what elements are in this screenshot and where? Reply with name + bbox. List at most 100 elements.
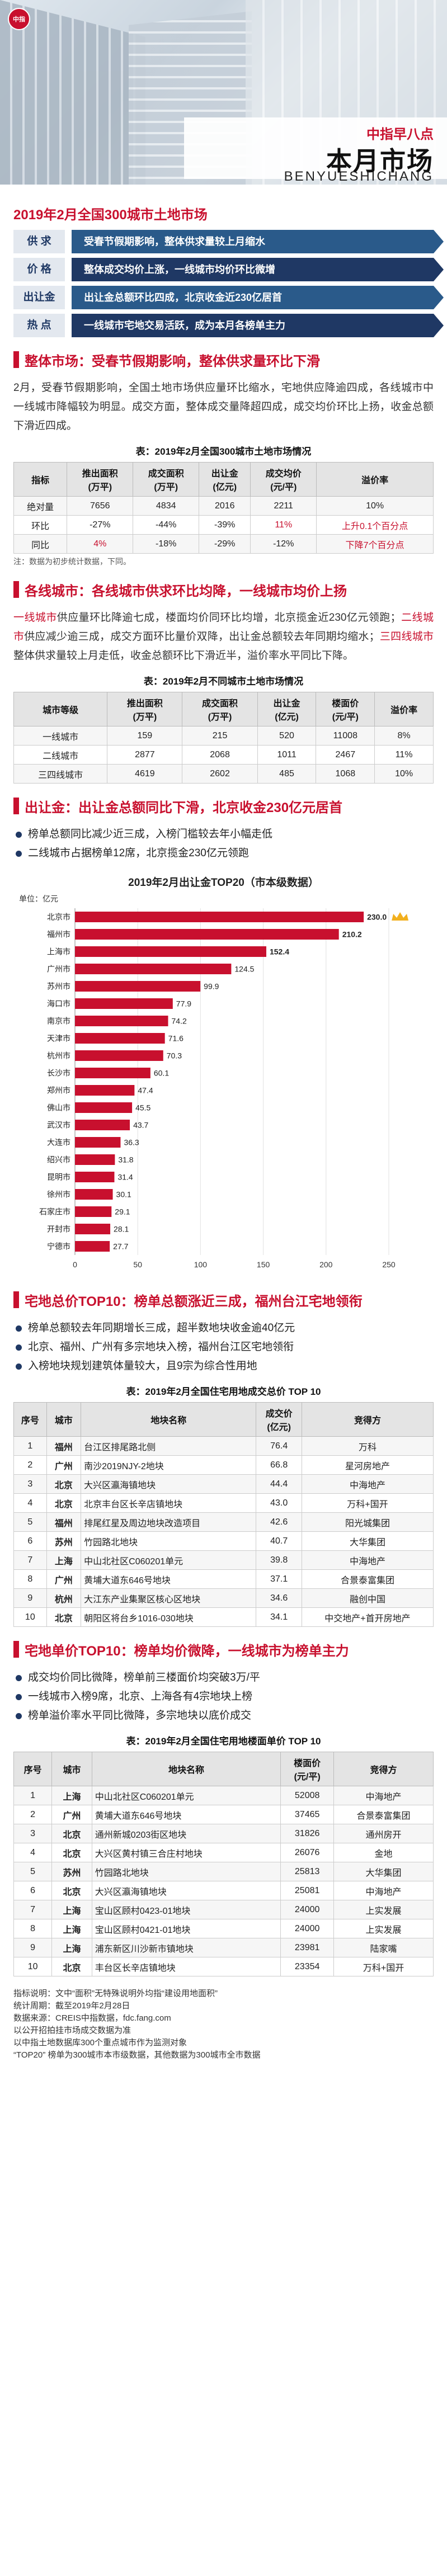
table-cell: 485 [257,764,317,784]
table-row: 3 北京 大兴区瀛海镇地块 44.4 中海地产 [13,1474,434,1494]
title-bar [13,581,19,598]
section-title-text: 宅地单价TOP10：榜单均价微降，一线城市为榜单主力 [25,1643,349,1659]
table-row: 一线城市 159 215 520 11008 8% [13,726,434,746]
table-cell: 绝对量 [13,496,68,516]
table-cell: 中山北社区C060201单元 [81,1550,257,1570]
table-cell: 金地 [333,1843,434,1862]
y-category-label: 天津市 [47,1034,70,1043]
table-row: 9 杭州 大江东产业集聚区核心区地块 34.6 融创中国 [13,1588,434,1608]
chart-bar [75,1050,163,1061]
y-category-label: 武汉市 [47,1121,70,1130]
data-label: 43.7 [133,1121,148,1130]
table-row: 10 北京 朝阳区将台乡1016-030地块 34.1 中交地产+首开房地产 [13,1607,434,1627]
table-cell: 台江区排尾路北侧 [81,1436,257,1456]
summary-value: 一线城市宅地交易活跃，成为本月各榜单主力 [72,314,444,337]
table-cell: 星河房地产 [301,1455,434,1475]
data-label: 29.1 [115,1207,130,1216]
table-cell: 24000 [280,1919,335,1938]
summary-rows: 供 求受春节假期影响，整体供求量较上月缩水价 格整体成交均价上涨，一线城市均价环… [13,230,444,337]
table-cell: 159 [107,726,183,746]
chart-bar [75,1033,165,1044]
summary-title: 2019年2月全国300城市土地市场 [13,207,208,223]
section-overall: 整体市场：受春节假期影响，整体供求量环比下滑 2月，受春节假期影响，全国土地市场… [0,347,447,567]
table-row: 2 广州 南沙2019NJY-2地块 66.8 星河房地产 [13,1455,434,1475]
y-category-label: 长沙市 [47,1069,70,1078]
table-row: 2 广州 黄埔大道东646号地块 37465 合景泰富集团 [13,1805,434,1824]
hero-subtitle: 中指早八点 [366,127,434,142]
summary-label: 价 格 [13,258,65,281]
table-cell: 福州 [46,1512,82,1532]
table-cell: 宝山区顾村0421-01地块 [91,1919,281,1938]
table-cell: 中海地产 [333,1786,434,1805]
y-category-label: 北京市 [47,913,70,922]
summary-row: 出让金 出让金总额环比四成，北京收金近230亿居首 [13,286,444,309]
bullet-list: 榜单总额较去年同期增长三成，超半数地块收金逾40亿元 北京、福州、广州有多宗地块入… [13,1319,434,1376]
table-cell: 215 [182,726,258,746]
table-cell: 万科+国开 [301,1493,434,1513]
building-image [0,0,145,185]
table-cell: 9 [13,1588,47,1608]
chart-bar [75,981,201,992]
table-cell: 4 [13,1493,47,1513]
table-cell: 2 [13,1805,53,1824]
table-cell: 苏州 [51,1862,92,1881]
table-cell: 3 [13,1474,47,1494]
chart-bar [75,1189,113,1200]
table-cell: 上海 [51,1919,92,1938]
table-header-cell: 城市等级 [13,692,108,726]
table-cell: 杭州 [46,1588,82,1608]
data-label: 77.9 [176,999,191,1008]
y-category-label: 上海市 [47,947,70,956]
chart-bar [75,946,266,957]
table-cell: 2877 [107,745,183,765]
table-cell: 北京 [51,1824,92,1843]
data-label: 230.0 [367,913,387,922]
table-row: 4 北京 北京丰台区长辛店镇地块 43.0 万科+国开 [13,1493,434,1513]
table-cell: 下降7个百分点 [316,534,434,554]
table-cell: 39.8 [256,1550,302,1570]
x-tick-label: 100 [194,1260,208,1269]
table-cell: 66.8 [256,1455,302,1475]
table-cell: 上海 [51,1900,92,1919]
section-land-revenue: 出让金：出让金总额同比下滑，北京收金230亿元居首 榜单总额同比减少近三成，入榜… [0,794,447,1277]
table-cell: 1 [13,1786,53,1805]
table-cell: 合景泰富集团 [333,1805,434,1824]
table-header-cell: 成交均价 (元/平) [250,462,317,497]
table-row: 1 上海 中山北社区C060201单元 52008 中海地产 [13,1786,434,1805]
data-label: 60.1 [154,1069,169,1078]
y-category-label: 开封市 [47,1225,70,1234]
table-cell: 广州 [46,1569,82,1589]
data-label: 31.8 [118,1155,133,1164]
highlight-text: 三四线城市 [379,631,434,643]
footer-line: 指标说明：文中“面积”无特殊说明外均指“建设用地面积” [13,1989,218,1998]
table-cell: 2 [13,1455,47,1475]
x-tick-label: 200 [319,1260,333,1269]
table-cell: 37465 [280,1805,335,1824]
table-cell: 34.1 [256,1607,302,1627]
table-caption: 表：2019年2月全国住宅用地成交总价 TOP 10 [126,1386,321,1397]
table-cell: 北京 [51,1957,92,1976]
table-cell: 7656 [67,496,134,516]
table-header-cell: 成交面积 (万平) [182,692,258,726]
table-cell: 2602 [182,764,258,784]
table-cell: 通州新城0203街区地块 [91,1824,281,1843]
bullet-item: 榜单溢价率水平同比微降，多宗地块以底价成交 [13,1706,434,1725]
chart-bar [75,1224,111,1234]
x-tick-label: 50 [133,1260,142,1269]
table-cell: 南沙2019NJY-2地块 [81,1455,257,1475]
table-cell: -29% [199,534,251,554]
summary-block: 2019年2月全国300城市土地市场 供 求受春节假期影响，整体供求量较上月缩水… [0,204,447,337]
table-header-cell: 城市 [46,1402,82,1437]
table-cell: 大江东产业集聚区核心区地块 [81,1588,257,1608]
table-cell: 7 [13,1550,47,1570]
highlight-text: 二线城市 [13,612,434,643]
table-cell: 37.1 [256,1569,302,1589]
table-cell: 1 [13,1436,47,1456]
table-row: 环比 -27% -44% -39% 11% 上升0.1个百分点 [13,515,434,535]
table-cell: 3 [13,1824,53,1843]
table-cell: 上海 [51,1786,92,1805]
table-cell: 福州 [46,1436,82,1456]
table-cell: 5 [13,1512,47,1532]
table-cell: -27% [67,515,134,535]
table-cell: 上实发展 [333,1900,434,1919]
